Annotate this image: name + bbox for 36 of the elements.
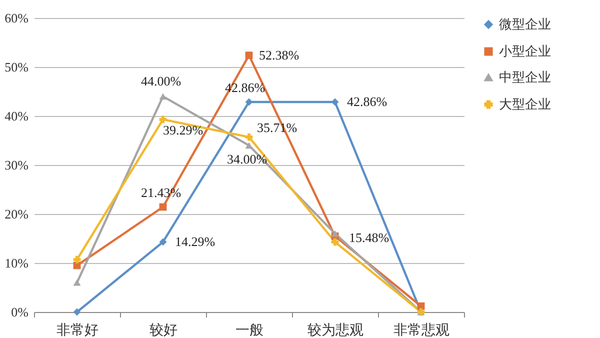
point [245, 142, 253, 149]
x-tick-label: 非常好 [56, 322, 98, 338]
data-label: 39.29% [163, 122, 204, 138]
x-tick-label: 非常悲观 [394, 322, 450, 338]
y-tick-label: 10% [4, 256, 29, 270]
data-label: 44.00% [141, 73, 182, 88]
point [73, 256, 81, 264]
point [159, 93, 167, 100]
point [159, 238, 167, 246]
point [331, 98, 339, 106]
data-label: 15.48% [349, 230, 390, 246]
point [73, 308, 81, 316]
legend-label: 小型企业 [499, 44, 551, 58]
y-tick-label: 50% [4, 60, 29, 74]
point [73, 279, 81, 286]
x-tick-label: 较为悲观 [308, 322, 364, 338]
point [245, 52, 253, 60]
data-label: 52.38% [259, 47, 300, 62]
legend-label: 大型企业 [499, 96, 551, 112]
data-label: 34.00% [227, 151, 268, 166]
legend-label: 微型企业 [499, 16, 551, 32]
y-tick-label: 40% [4, 108, 29, 124]
data-label: 42.86% [347, 94, 388, 109]
point [245, 133, 253, 141]
point [159, 116, 167, 124]
x-tick-label: 较好 [150, 322, 178, 338]
y-tick-label: 20% [4, 206, 29, 222]
data-label: 14.29% [175, 234, 216, 249]
y-tick-label: 60% [4, 10, 29, 26]
legend-label: 中型企业 [499, 70, 551, 84]
point [331, 230, 339, 237]
point [245, 98, 253, 106]
y-tick-label: 0% [11, 304, 29, 320]
x-tick-label: 一般 [236, 322, 264, 338]
y-tick-label: 30% [4, 158, 29, 172]
point [331, 238, 339, 246]
